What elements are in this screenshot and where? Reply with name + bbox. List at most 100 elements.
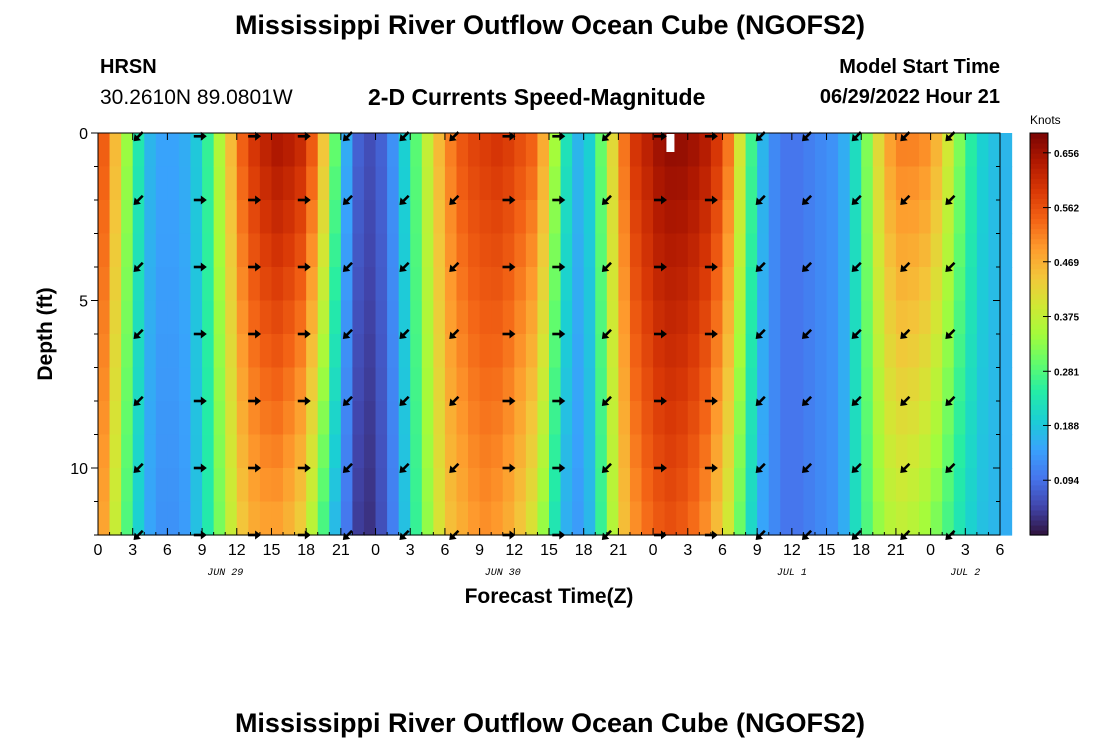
colorbar-segment [1030, 514, 1048, 521]
heatmap-cell [895, 300, 909, 335]
heatmap-cell [352, 233, 365, 268]
heatmap-cell [907, 166, 920, 201]
x-tick-label: 6 [718, 542, 727, 559]
heatmap-cell [283, 367, 296, 402]
current-vector-arrow [248, 131, 262, 141]
heatmap-cell [306, 300, 319, 335]
heatmap-cell [202, 133, 215, 168]
heatmap-cell [144, 166, 157, 201]
heatmap-cell [1000, 267, 1013, 302]
x-tick-label: 21 [332, 542, 350, 559]
heatmap-cell [976, 468, 990, 503]
heatmap-cell [710, 501, 724, 536]
heatmap-cell [664, 300, 677, 335]
heatmap-cell [121, 200, 134, 235]
heatmap-cell [953, 401, 966, 436]
heatmap-cell [722, 133, 735, 168]
heatmap-cell [826, 267, 839, 302]
heatmap-cell [363, 401, 377, 436]
current-vector-arrow [851, 194, 862, 205]
heatmap-cell [248, 401, 261, 436]
heatmap-cell [965, 133, 978, 168]
heatmap-cell [653, 166, 666, 201]
colorbar-segment [1030, 148, 1048, 154]
heatmap-cell [965, 434, 978, 469]
x-tick-label: 3 [683, 542, 692, 559]
heatmap-cell [444, 434, 458, 469]
heatmap-cell [919, 133, 932, 168]
heatmap-cell [456, 166, 469, 201]
heatmap-cell [814, 468, 828, 503]
heatmap-cell [780, 133, 793, 168]
heatmap-cell [283, 501, 296, 536]
heatmap-cell [468, 233, 481, 268]
heatmap-cell [803, 334, 816, 369]
heatmap-cell [132, 267, 145, 302]
heatmap-cell [826, 133, 839, 168]
heatmap-cell [618, 200, 631, 235]
heatmap-cell [976, 267, 990, 302]
heatmap-cell [109, 133, 122, 168]
heatmap-cell [1000, 233, 1013, 268]
heatmap-cell [699, 166, 712, 201]
heatmap-cell [641, 367, 654, 402]
heatmap-cell [340, 300, 354, 335]
heatmap-cell [283, 233, 296, 268]
heatmap-cell [98, 200, 111, 235]
heatmap-cell [398, 133, 411, 168]
heatmap-cell [525, 367, 539, 402]
heatmap-cell [942, 401, 955, 436]
heatmap-cell [803, 434, 816, 469]
heatmap-cell [502, 233, 515, 268]
current-vector-arrow [851, 462, 862, 473]
heatmap-cell [895, 166, 909, 201]
heatmap-cell [919, 200, 932, 235]
heatmap-cell [132, 501, 145, 536]
current-vector-arrow [900, 328, 911, 339]
heatmap-cell [294, 233, 307, 268]
heatmap-cell [560, 468, 573, 503]
heatmap-cell [560, 267, 573, 302]
heatmap-cell [629, 166, 643, 201]
heatmap-cell [329, 367, 342, 402]
heatmap-cell [410, 300, 423, 335]
heatmap-cell [641, 501, 654, 536]
heatmap-cell [791, 334, 805, 369]
heatmap-cell [468, 200, 481, 235]
heatmap-cell [757, 200, 770, 235]
current-vector-arrow [801, 395, 813, 406]
heatmap-cell [572, 267, 585, 302]
heatmap-cell [271, 166, 284, 201]
heatmap-cell [965, 401, 978, 436]
heatmap-cell [583, 468, 596, 503]
heatmap-cell [410, 200, 423, 235]
heatmap-cell [167, 300, 180, 335]
heatmap-cell [710, 300, 724, 335]
heatmap-cell [306, 468, 319, 503]
heatmap-cell [653, 200, 666, 235]
heatmap-cell [757, 267, 770, 302]
heatmap-cell [1000, 367, 1013, 402]
colorbar-segment [1030, 263, 1048, 270]
heatmap-cell [826, 233, 839, 268]
heatmap-cell [294, 133, 307, 168]
heatmap-cell [606, 468, 619, 503]
colorbar-segment [1030, 334, 1048, 340]
heatmap-cell [907, 267, 920, 302]
heatmap-cell [976, 501, 990, 536]
current-vector-arrow [704, 396, 718, 406]
heatmap-cell [317, 334, 330, 369]
current-vector-arrow [193, 262, 207, 272]
heatmap-cell [791, 401, 805, 436]
heatmap-cell [190, 133, 203, 168]
heatmap-cell [537, 133, 550, 168]
heatmap-cell [583, 401, 596, 436]
current-vector-arrow [945, 395, 956, 406]
heatmap-cell [340, 233, 354, 268]
colorbar-segment [1030, 419, 1048, 426]
heatmap-cell [676, 434, 689, 469]
heatmap-cell [98, 233, 111, 268]
heatmap-cell [907, 233, 920, 268]
x-tick-label: 3 [961, 542, 970, 559]
